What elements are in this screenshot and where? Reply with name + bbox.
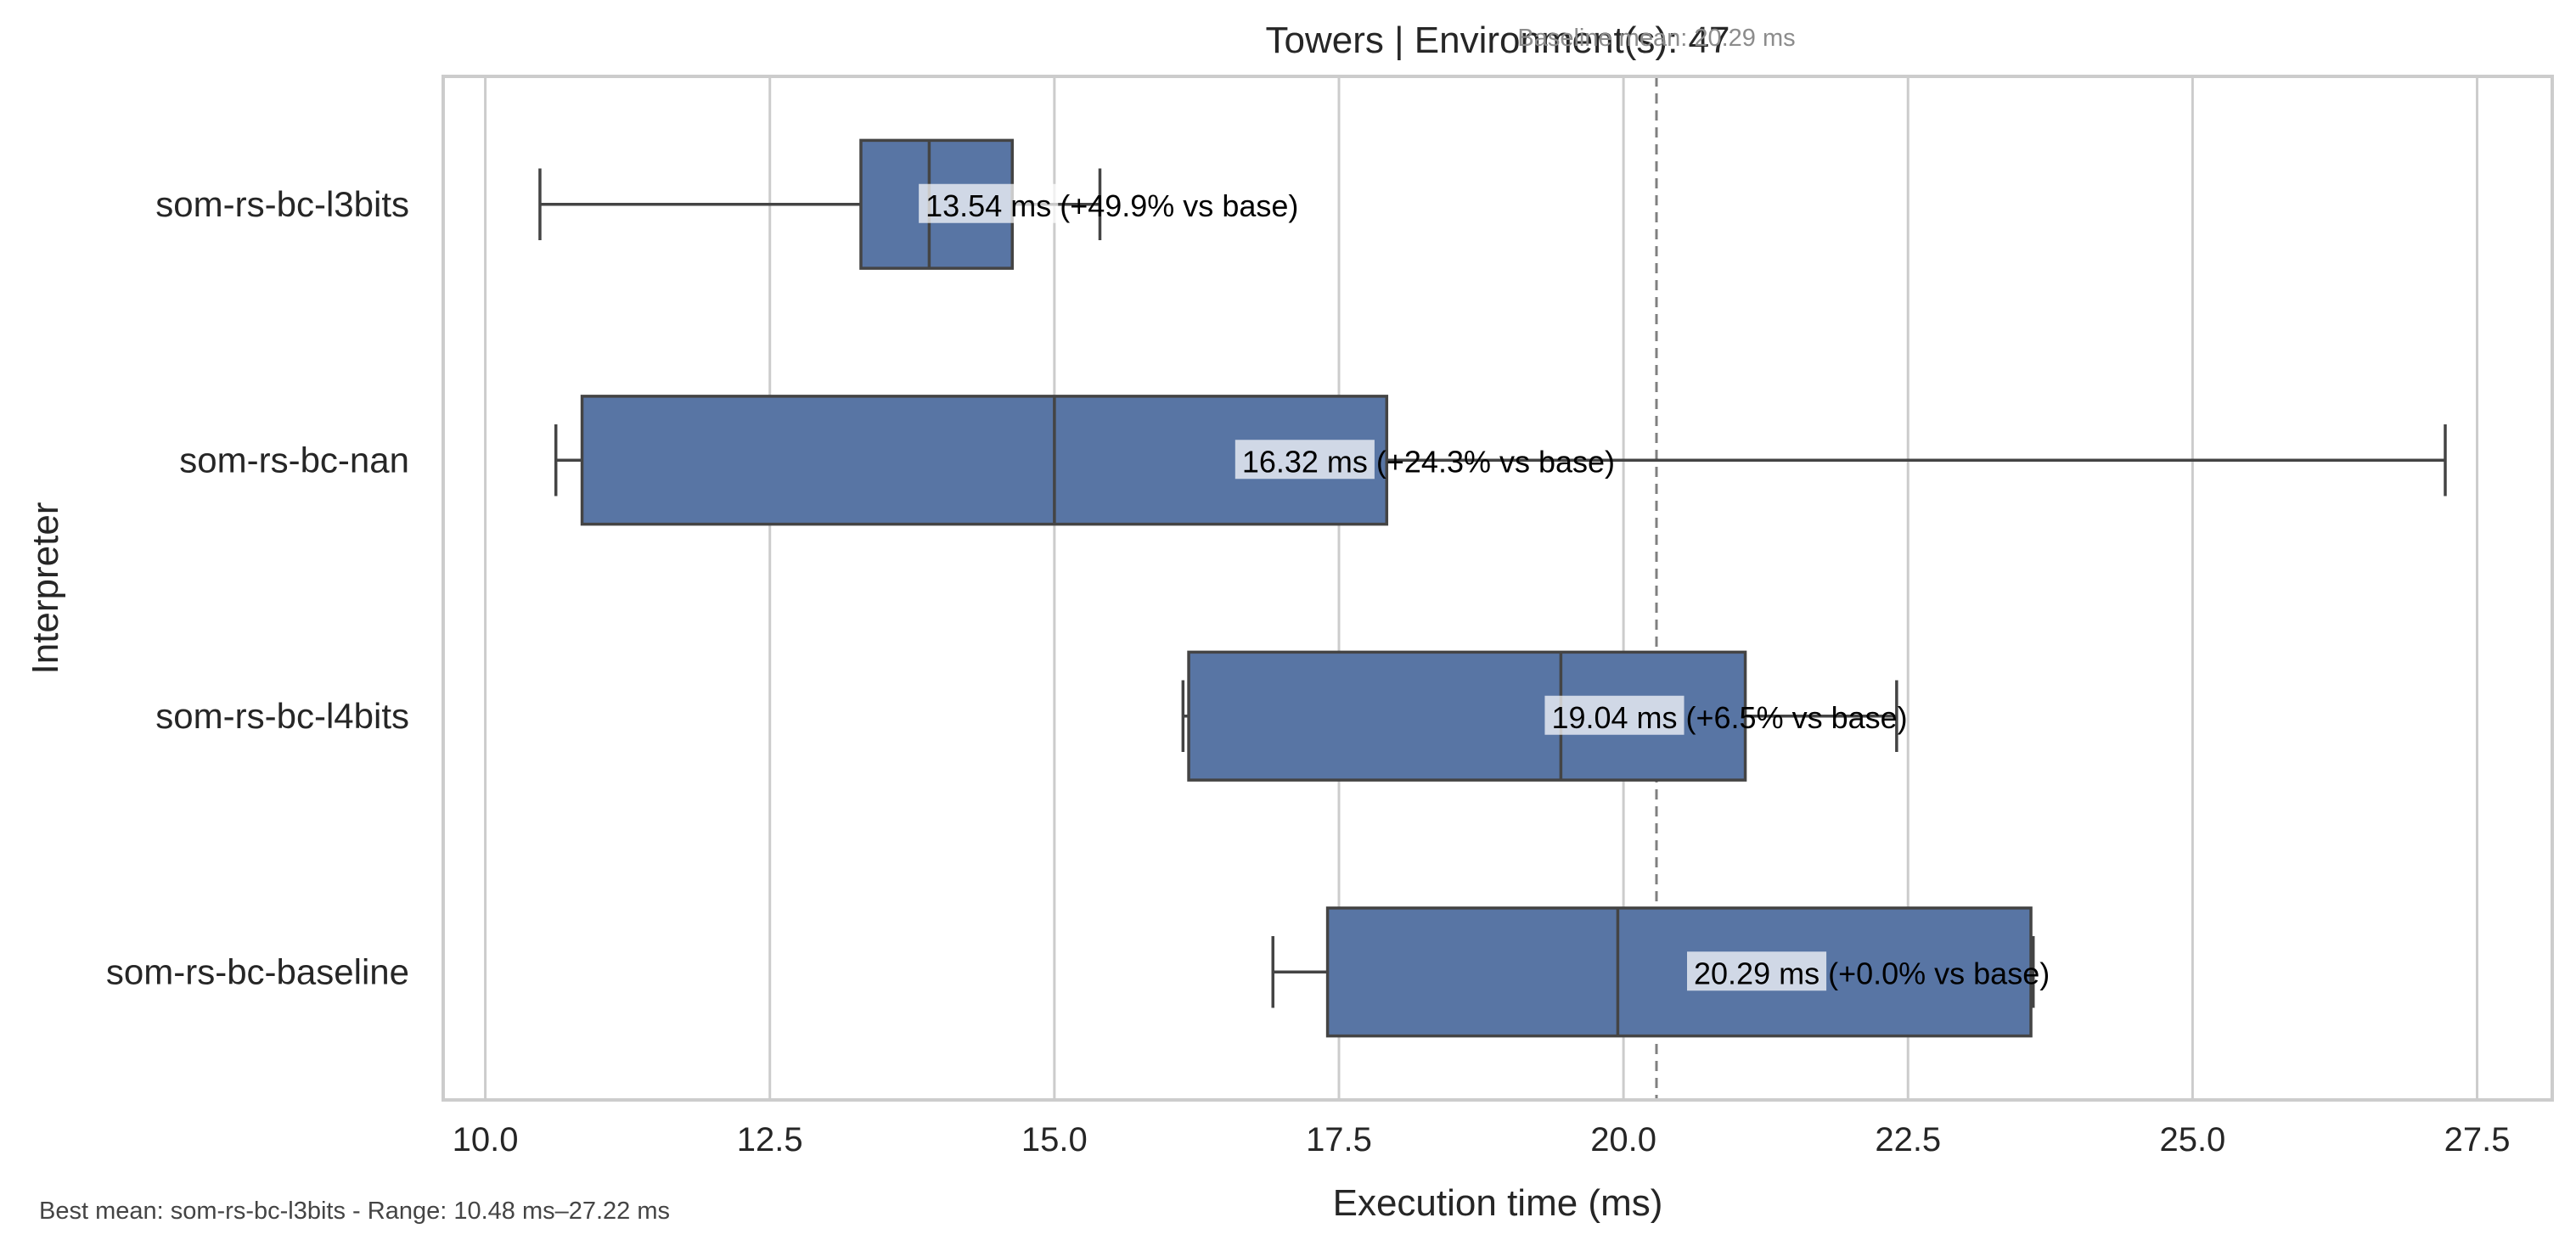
box-group xyxy=(1271,906,2035,1038)
mean-annotation-text: 13.54 ms (+49.9% vs base) xyxy=(925,188,1298,223)
y-category-label: som-rs-bc-l4bits xyxy=(155,696,409,736)
mean-annotation-background xyxy=(919,183,1059,223)
y-category-label: som-rs-bc-baseline xyxy=(106,951,409,991)
x-tick-label: 25.0 xyxy=(2159,1121,2225,1158)
mean-annotations: 13.54 ms (+49.9% vs base) 16.32 ms (+24.3… xyxy=(919,183,2050,991)
box-iqr xyxy=(1325,906,2033,1038)
mean-annotation: 13.54 ms (+49.9% vs base) xyxy=(919,183,1298,223)
baseline-mean-label: Baseline mean: 20.29 ms xyxy=(1517,25,1795,52)
y-category-labels: som-rs-bc-l3bits som-rs-bc-nan som-rs-bc-l… xyxy=(106,184,409,992)
mean-annotation-text: 19.04 ms (+6.5% vs base) xyxy=(1551,700,1907,735)
x-tick-label: 17.5 xyxy=(1306,1121,1372,1158)
x-tick-label: 27.5 xyxy=(2444,1121,2511,1158)
x-tick-label: 15.0 xyxy=(1021,1121,1088,1158)
box-group xyxy=(554,395,2447,526)
mean-annotation-background xyxy=(1235,440,1375,480)
plot-frame xyxy=(442,75,2554,1102)
x-tick-label: 20.0 xyxy=(1590,1121,1656,1158)
mean-annotation: 20.29 ms (+0.0% vs base) xyxy=(1687,951,2050,991)
x-tick-label: 10.0 xyxy=(453,1121,519,1158)
y-category-label: som-rs-bc-nan xyxy=(179,440,409,480)
mean-annotation: 16.32 ms (+24.3% vs base) xyxy=(1235,440,1615,480)
mean-annotation-text: 20.29 ms (+0.0% vs base) xyxy=(1694,956,2050,990)
footnote: Best mean: som-rs-bc-l3bits - Range: 10.… xyxy=(39,1198,670,1225)
y-axis-label: Interpreter xyxy=(25,502,66,675)
mean-annotation-background xyxy=(1544,695,1685,735)
mean-annotation-background xyxy=(1687,951,1827,991)
box-iqr xyxy=(580,395,1389,526)
chart-title: Towers | Environment(s): 47 xyxy=(1266,20,1730,61)
y-category-label: som-rs-bc-l3bits xyxy=(155,184,409,224)
x-axis-label: Execution time (ms) xyxy=(1333,1182,1663,1224)
x-tick-labels: 10.0 12.5 15.0 17.5 20.0 22.5 25.0 27.5 xyxy=(453,1121,2511,1158)
x-tick-label: 12.5 xyxy=(737,1121,803,1158)
mean-annotation-text: 16.32 ms (+24.3% vs base) xyxy=(1242,444,1615,479)
x-tick-label: 22.5 xyxy=(1875,1121,1941,1158)
grid-lines xyxy=(484,76,2479,1100)
mean-annotation: 19.04 ms (+6.5% vs base) xyxy=(1544,695,1908,735)
